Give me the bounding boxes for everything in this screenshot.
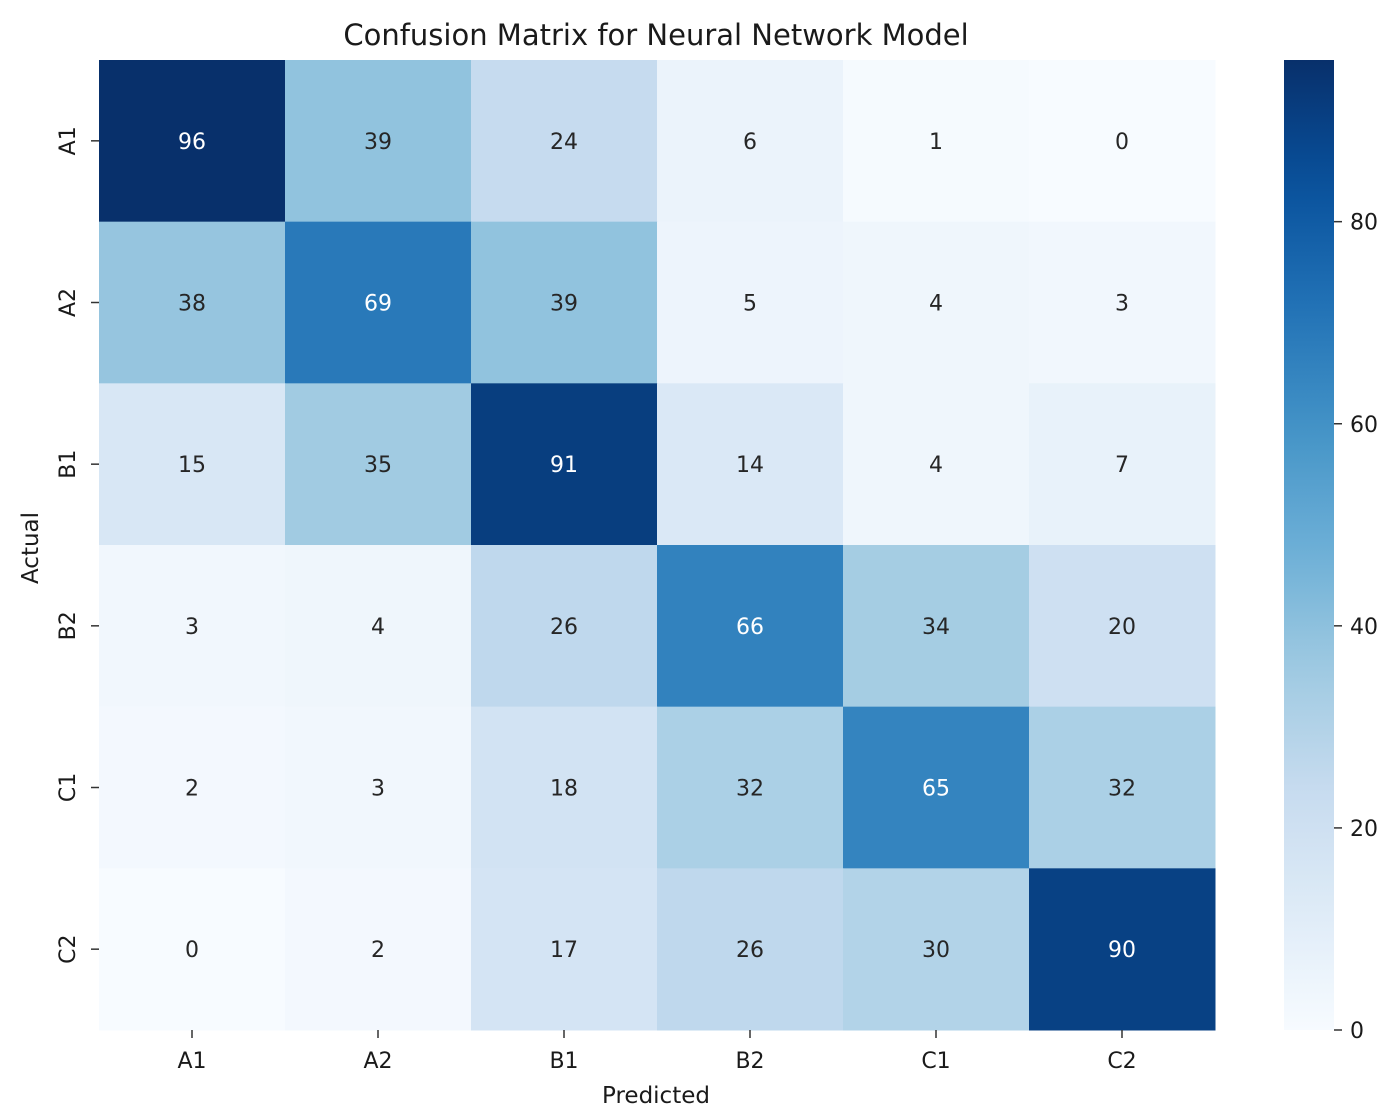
heatmap-cell-A1-C1	[843, 60, 1030, 223]
cell-value-label-C1-C2: 32	[1108, 777, 1136, 802]
cell-value-label-B2-A2: 4	[371, 615, 385, 640]
cell-value-label-A2-A2: 69	[364, 292, 392, 317]
x-tick-label-B2: B2	[735, 1049, 764, 1074]
heatmap-cell-B1-A1	[99, 383, 286, 546]
cell-value-label-C2-A2: 2	[371, 938, 385, 963]
heatmap-cell-C1-B1	[471, 706, 658, 869]
heatmap-cell-B1-B2	[657, 383, 844, 546]
heatmap-cell-C2-A1	[99, 868, 286, 1031]
cell-value-label-B1-C1: 4	[929, 453, 943, 478]
heatmap-cell-C2-B2	[657, 868, 844, 1031]
heatmap-cell-C1-B2	[657, 706, 844, 869]
cell-value-label-B2-B2: 66	[736, 615, 764, 640]
y-tick-label-C2: C2	[56, 934, 81, 963]
cell-value-label-C1-A1: 2	[185, 777, 199, 802]
cell-value-label-A2-C2: 3	[1115, 292, 1129, 317]
x-tick-label-C1: C1	[921, 1049, 950, 1074]
cell-value-label-B2-A1: 3	[185, 615, 199, 640]
heatmap-cell-B1-C1	[843, 383, 1030, 546]
heatmap-cell-A2-A2	[285, 221, 472, 384]
cell-value-label-A1-C2: 0	[1115, 130, 1129, 155]
cell-value-label-A2-B2: 5	[743, 292, 757, 317]
cell-value-label-A2-C1: 4	[929, 292, 943, 317]
y-axis-ticks: A1 A2 B1 B2 C1 C2	[56, 126, 99, 964]
heatmap-cell-C2-C2	[1029, 868, 1216, 1031]
cell-value-label-B2-C2: 20	[1108, 615, 1136, 640]
heatmap-cell-A2-A1	[99, 221, 286, 384]
heatmap-cell-B1-C2	[1029, 383, 1216, 546]
colorbar-tick-label-40: 40	[1350, 615, 1378, 640]
y-tick-label-A2: A2	[56, 288, 81, 317]
cell-value-label-C2-B1: 17	[550, 938, 578, 963]
cell-value-label-A1-B2: 6	[743, 130, 757, 155]
y-tick-label-A1: A1	[56, 126, 81, 155]
cell-value-label-C2-C1: 30	[922, 938, 950, 963]
heatmap-cell-A2-C1	[843, 221, 1030, 384]
colorbar-tick-label-60: 60	[1350, 413, 1378, 438]
cell-value-label-A1-C1: 1	[929, 130, 943, 155]
cell-value-label-B2-C1: 34	[922, 615, 950, 640]
cell-value-label-A1-B1: 24	[550, 130, 578, 155]
x-tick-label-C2: C2	[1107, 1049, 1136, 1074]
x-axis-label: Predicted	[602, 1083, 710, 1109]
heatmap-cell-B2-C1	[843, 545, 1030, 708]
heatmap-cell-B1-A2	[285, 383, 472, 546]
x-tick-label-A1: A1	[177, 1049, 206, 1074]
heatmap-cell-C1-C2	[1029, 706, 1216, 869]
chart-title: Confusion Matrix for Neural Network Mode…	[343, 18, 968, 52]
heatmap-cell-A2-B2	[657, 221, 844, 384]
cell-value-label-A1-A1: 96	[178, 130, 206, 155]
colorbar-tick-label-0: 0	[1350, 1019, 1364, 1044]
heatmap-cell-A2-C2	[1029, 221, 1216, 384]
heatmap-cell-A1-A1	[99, 60, 286, 223]
cell-value-label-A2-B1: 39	[550, 292, 578, 317]
cell-value-label-B1-A1: 15	[178, 453, 206, 478]
heatmap-cell-C2-A2	[285, 868, 472, 1031]
heatmap-cell-C1-A2	[285, 706, 472, 869]
cell-value-label-B1-C2: 7	[1115, 453, 1129, 478]
colorbar-tick-label-20: 20	[1350, 817, 1378, 842]
heatmap-cell-B2-A2	[285, 545, 472, 708]
heatmap-cell-C1-C1	[843, 706, 1030, 869]
cell-value-label-A1-A2: 39	[364, 130, 392, 155]
heatmap-cell-B2-B1	[471, 545, 658, 708]
cell-value-label-C1-C1: 65	[922, 777, 950, 802]
cell-value-label-B1-B1: 91	[550, 453, 578, 478]
heatmap-cell-A2-B1	[471, 221, 658, 384]
cell-value-label-C2-A1: 0	[185, 938, 199, 963]
heatmap-cell-C2-B1	[471, 868, 658, 1031]
cell-value-label-B2-B1: 26	[550, 615, 578, 640]
cell-value-label-B1-A2: 35	[364, 453, 392, 478]
heatmap-cell-C2-C1	[843, 868, 1030, 1031]
heatmap-cell-B2-A1	[99, 545, 286, 708]
y-tick-label-C1: C1	[56, 773, 81, 802]
cell-value-label-B1-B2: 14	[736, 453, 764, 478]
cell-value-label-C1-B1: 18	[550, 777, 578, 802]
x-axis-ticks: A1 A2 B1 B2 C1 C2	[177, 1030, 1137, 1074]
heatmap-cell-C1-A1	[99, 706, 286, 869]
cell-value-label-A2-A1: 38	[178, 292, 206, 317]
y-axis-label: Actual	[18, 512, 44, 584]
heatmap-cell-A1-C2	[1029, 60, 1216, 223]
colorbar-ticks: 0 20 40 60 80	[1334, 211, 1378, 1044]
heatmap-cell-B2-C2	[1029, 545, 1216, 708]
heatmap-cell-A1-B1	[471, 60, 658, 223]
colorbar	[1284, 60, 1334, 1030]
heatmap-cell-B1-B1	[471, 383, 658, 546]
heatmap-cell-B2-B2	[657, 545, 844, 708]
heatmap-cells: 96 39 24 6 1 038 69 39 5 4 315 35 91 14 4 73 4 26 66 34 202 3…	[99, 60, 1216, 1031]
x-tick-label-A2: A2	[363, 1049, 392, 1074]
x-tick-label-B1: B1	[549, 1049, 578, 1074]
colorbar-tick-label-80: 80	[1350, 211, 1378, 236]
cell-value-label-C2-C2: 90	[1108, 938, 1136, 963]
cell-value-label-C2-B2: 26	[736, 938, 764, 963]
y-tick-label-B2: B2	[56, 611, 81, 640]
heatmap-cell-A1-B2	[657, 60, 844, 223]
cell-value-label-C1-B2: 32	[736, 777, 764, 802]
y-tick-label-B1: B1	[56, 450, 81, 479]
heatmap-cell-A1-A2	[285, 60, 472, 223]
cell-value-label-C1-A2: 3	[371, 777, 385, 802]
